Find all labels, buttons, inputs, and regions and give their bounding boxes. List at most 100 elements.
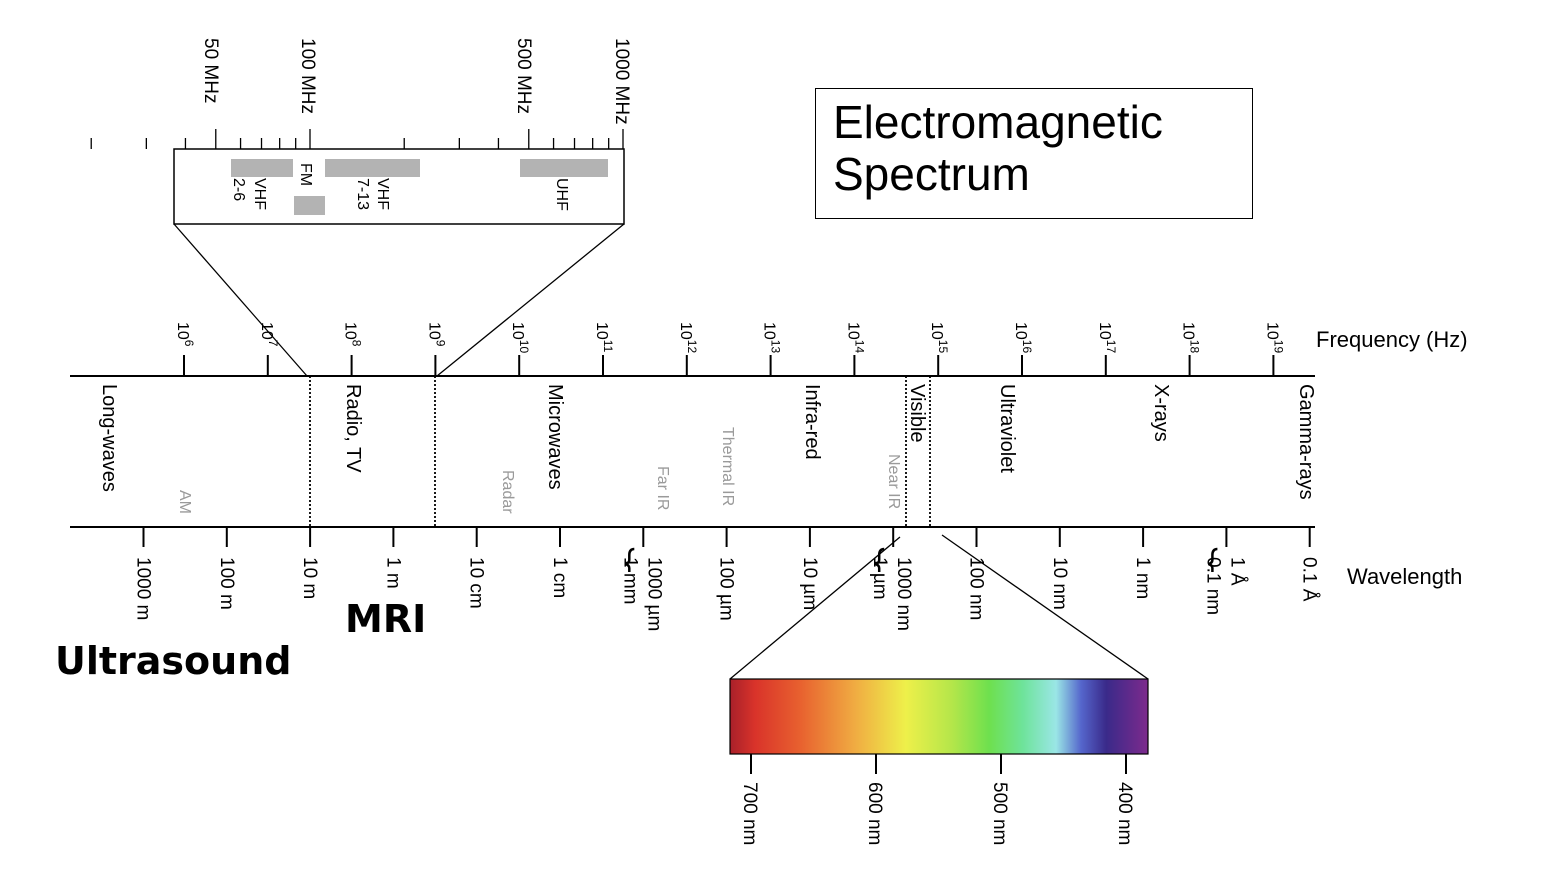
frequency-tick-exponent: 14 (852, 340, 866, 354)
frequency-tick-exponent: 6 (182, 340, 196, 347)
region-label: Radio, TV (342, 384, 364, 473)
region-label: Far IR (654, 466, 671, 510)
radio-band-label: UHF (553, 178, 570, 211)
region-label: Near IR (885, 454, 902, 509)
frequency-tick-base: 10 (342, 322, 359, 340)
frequency-tick-exponent: 9 (433, 340, 447, 347)
wavelength-tick-label: 100 m (216, 557, 237, 610)
wavelength-tick-label: 100 nm (966, 557, 987, 620)
region-label: Ultraviolet (996, 384, 1018, 473)
wavelength-tick-label: 1 Å (1226, 557, 1247, 586)
frequency-tick-exponent: 18 (1188, 340, 1202, 354)
frequency-tick-base: 10 (425, 322, 442, 340)
frequency-tick-exponent: 15 (936, 340, 950, 354)
visible-tick-label: 500 nm (989, 782, 1010, 845)
wavelength-tick-label: 100 µm (716, 557, 737, 621)
frequency-tick-base: 10 (1012, 322, 1029, 340)
frequency-tick-base: 10 (593, 322, 610, 340)
title-box: Electromagnetic Spectrum (815, 88, 1253, 219)
frequency-tick-base: 10 (677, 322, 694, 340)
frequency-tick-base: 10 (509, 322, 526, 340)
wavelength-brace (624, 547, 635, 572)
frequency-tick-base: 10 (928, 322, 945, 340)
visible-inset-leader-left (729, 536, 901, 680)
radio-band-label: 7-13 (354, 178, 371, 210)
wavelength-tick-label: 1 cm (549, 557, 570, 598)
frequency-tick-label: 1015 (928, 322, 950, 353)
frequency-tick-label: 1019 (1263, 322, 1285, 353)
frequency-tick-base: 10 (1096, 322, 1113, 340)
wavelength-tick-label: 10 cm (466, 557, 487, 609)
radio-band-label: FM (297, 163, 314, 186)
visible-tick-label: 700 nm (739, 782, 760, 845)
frequency-tick-base: 10 (761, 322, 778, 340)
frequency-tick-label: 1013 (761, 322, 783, 353)
radio-inset-ticks: 50 MHz 100 MHz 500 MHz 1000 MHz (90, 38, 632, 149)
radio-band-label: VHF (251, 178, 268, 210)
wavelength-tick-label: 10 nm (1049, 557, 1070, 610)
wavelength-tick-label: 1 m (382, 557, 403, 589)
visible-color-bar (729, 678, 1149, 755)
mri-label: MRI (345, 597, 427, 641)
frequency-tick-label: 108 (342, 322, 364, 347)
frequency-tick-base: 10 (1263, 322, 1280, 340)
region-label: AM (176, 490, 193, 514)
frequency-tick-exponent: 7 (266, 340, 280, 347)
frequency-tick-label: 106 (174, 322, 196, 347)
wavelength-tick-label: 1000 µm (643, 557, 664, 631)
visible-tick-label: 600 nm (864, 782, 885, 845)
wavelength-tick-label: 10 m (299, 557, 320, 599)
wavelength-tick-label: 1000 m (133, 557, 154, 620)
frequency-ticks: 1061071081091010101110121013101410151016… (174, 322, 1285, 376)
radio-inset-leader-left (173, 223, 308, 377)
frequency-tick-exponent: 8 (350, 340, 364, 347)
wavelength-ticks: 1000 m 100 m 10 m 1 m 10 cm 1 cm 1000 µm1 mm 10… (133, 527, 1320, 631)
radio-tick-label: 500 MHz (513, 38, 534, 114)
frequency-tick-label: 109 (425, 322, 447, 347)
radio-band-bar (231, 159, 293, 177)
radio-tick-label: 100 MHz (297, 38, 318, 114)
wavelength-tick-label: 0.1 Å (1299, 557, 1320, 602)
radio-inset: 50 MHz 100 MHz 500 MHz 1000 MHz VHF2-6FMVHF… (90, 38, 632, 377)
radio-band-label: 2-6 (230, 178, 247, 201)
region-label: Long-waves (98, 384, 120, 492)
frequency-tick-label: 1018 (1180, 322, 1202, 353)
title-line-1: Electromagnetic (833, 96, 1163, 148)
region-label: Infra-red (801, 384, 823, 460)
region-label: Radar (499, 470, 516, 514)
frequency-tick-label: 1011 (593, 322, 615, 353)
region-label: Visible (906, 384, 928, 443)
frequency-tick-exponent: 12 (685, 340, 699, 354)
frequency-tick-exponent: 13 (769, 340, 783, 354)
visible-inset-leader-right (941, 534, 1149, 680)
radio-band-label: VHF (374, 178, 391, 210)
title-line-2: Spectrum (833, 148, 1030, 200)
wavelength-tick-label: 10 µm (799, 557, 820, 610)
frequency-axis-title: Frequency (Hz) (1316, 327, 1468, 352)
wavelength-axis-title: Wavelength (1347, 564, 1462, 589)
region-label: Microwaves (544, 384, 566, 490)
wavelength-tick-label: 1 nm (1132, 557, 1153, 599)
region-labels: Long-waves AM Radio, TV Radar Microwaves Far … (98, 384, 1317, 514)
region-label: X-rays (1150, 384, 1172, 442)
radio-band-bar (520, 159, 608, 177)
frequency-tick-label: 1016 (1012, 322, 1034, 353)
radio-tick-label: 1000 MHz (611, 38, 632, 125)
frequency-tick-exponent: 11 (601, 340, 615, 353)
frequency-tick-label: 1017 (1096, 322, 1118, 353)
wavelength-tick-label: 1 mm (619, 557, 640, 605)
frequency-tick-label: 1010 (509, 322, 531, 353)
frequency-tick-exponent: 10 (517, 340, 531, 354)
frequency-tick-base: 10 (1180, 322, 1197, 340)
radio-band-bar (294, 196, 325, 215)
visible-inset-ticks: 700 nm 600 nm 500 nm 400 nm (739, 754, 1135, 845)
wavelength-brace (874, 547, 885, 572)
frequency-tick-base: 10 (258, 322, 275, 340)
wavelength-tick-label: 1 µm (869, 557, 890, 600)
frequency-tick-base: 10 (174, 322, 191, 340)
region-label: Gamma-rays (1295, 384, 1317, 500)
frequency-tick-label: 1012 (677, 322, 699, 353)
visible-tick-label: 400 nm (1114, 782, 1135, 845)
